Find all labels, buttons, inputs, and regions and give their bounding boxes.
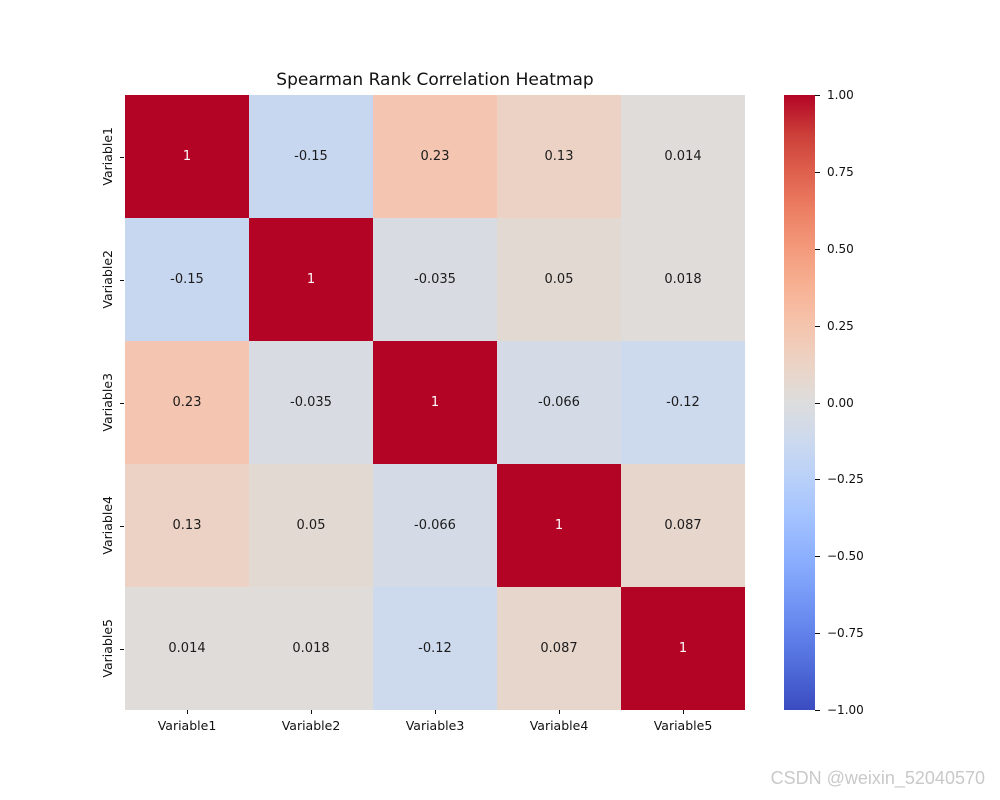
heatmap-cell: -0.066	[373, 464, 497, 587]
y-tick-mark	[120, 279, 124, 281]
x-tick-label: Variable1	[157, 718, 217, 733]
colorbar-tick-label: −1.00	[827, 703, 864, 717]
cell-value-label: 1	[554, 518, 564, 533]
heatmap-cell: 0.018	[249, 587, 373, 710]
heatmap-cell: -0.066	[497, 341, 621, 464]
heatmap-cell: 1	[249, 218, 373, 341]
x-tick-label: Variable3	[405, 718, 465, 733]
y-tick-label-text: Variable4	[99, 496, 115, 555]
cell-value-label: 1	[430, 395, 440, 410]
y-tick-label-text: Variable5	[99, 619, 115, 678]
y-tick-label: Variable2	[95, 218, 119, 341]
cell-value-label: 0.018	[292, 641, 330, 656]
colorbar-tick-label: −0.25	[827, 472, 864, 487]
y-tick-label: Variable1	[95, 95, 119, 218]
heatmap-cell: -0.15	[125, 218, 249, 341]
watermark-text: CSDN @weixin_52040570	[770, 768, 985, 788]
cell-value-label: 0.23	[172, 395, 202, 410]
cell-value-label: 0.13	[544, 149, 574, 164]
colorbar-tick-label: 0.00	[827, 395, 854, 410]
cell-value-label: -0.15	[294, 149, 328, 164]
colorbar-tick-label: −0.75	[827, 626, 864, 641]
cell-value-label: -0.035	[290, 395, 332, 410]
heatmap-cell: 1	[621, 587, 745, 710]
heatmap-cell: 0.087	[497, 587, 621, 710]
x-tick-label: Variable4	[529, 718, 589, 733]
chart-title: Spearman Rank Correlation Heatmap	[276, 70, 594, 90]
colorbar-tick-mark	[815, 95, 820, 96]
heatmap-grid: 1 -0.15 0.23 0.13 0.014 -0.15 1 -0.035 0.05 0.018…	[125, 95, 745, 710]
colorbar-tick-mark	[815, 171, 820, 173]
x-tick-mark	[311, 710, 312, 714]
cell-value-label: -0.066	[414, 518, 456, 533]
cell-value-label: -0.15	[170, 272, 204, 287]
cell-value-label: -0.035	[414, 272, 456, 287]
heatmap-cell: 0.05	[497, 218, 621, 341]
heatmap-cell: -0.035	[373, 218, 497, 341]
heatmap-cell: 0.014	[125, 587, 249, 710]
colorbar-tick-label: 0.50	[827, 241, 854, 256]
colorbar	[784, 95, 815, 710]
cell-value-label: -0.066	[538, 395, 580, 410]
y-tick-label: Variable3	[95, 341, 119, 464]
cell-value-label: 0.018	[664, 272, 702, 287]
x-tick-label: Variable2	[281, 718, 341, 733]
y-tick-label: Variable4	[95, 464, 119, 587]
y-tick-label-text: Variable3	[99, 373, 115, 432]
y-tick-mark	[120, 525, 124, 527]
colorbar-tick-mark	[815, 402, 820, 404]
cell-value-label: 0.13	[172, 518, 202, 533]
y-tick-label-text: Variable1	[99, 127, 115, 186]
x-tick-mark	[435, 710, 436, 714]
heatmap-cell: 0.05	[249, 464, 373, 587]
colorbar-tick-label: −0.50	[827, 549, 864, 564]
cell-value-label: -0.12	[418, 641, 452, 656]
colorbar-tick-mark	[815, 325, 820, 327]
colorbar-tick-label: 1.00	[827, 88, 854, 102]
cell-value-label: 0.087	[540, 641, 578, 656]
y-tick-label: Variable5	[95, 587, 119, 710]
y-tick-label-text: Variable2	[99, 250, 115, 309]
heatmap-cell: 0.13	[497, 95, 621, 218]
heatmap-cell: 0.014	[621, 95, 745, 218]
colorbar-tick-mark	[815, 710, 820, 711]
heatmap-cell: 1	[497, 464, 621, 587]
y-tick-mark	[120, 402, 124, 404]
colorbar-tick-mark	[815, 633, 820, 635]
heatmap-cell: -0.12	[621, 341, 745, 464]
y-tick-mark	[120, 648, 124, 650]
heatmap-cell: -0.035	[249, 341, 373, 464]
x-tick-label: Variable5	[653, 718, 713, 733]
heatmap-cell: -0.15	[249, 95, 373, 218]
x-tick-mark	[187, 710, 188, 714]
colorbar-tick-mark	[815, 556, 820, 558]
heatmap-cell: 0.087	[621, 464, 745, 587]
x-tick-mark	[559, 710, 560, 714]
cell-value-label: 1	[182, 149, 192, 164]
heatmap-cell: 0.018	[621, 218, 745, 341]
cell-value-label: 0.05	[296, 518, 326, 533]
y-tick-mark	[120, 156, 124, 158]
x-tick-mark	[683, 710, 684, 714]
heatmap-cell: 0.13	[125, 464, 249, 587]
cell-value-label: 0.014	[664, 149, 702, 164]
cell-value-label: 0.087	[664, 518, 702, 533]
cell-value-label: 0.05	[544, 272, 574, 287]
cell-value-label: 1	[306, 272, 316, 287]
heatmap-cell: 0.23	[125, 341, 249, 464]
heatmap-cell: -0.12	[373, 587, 497, 710]
cell-value-label: -0.12	[666, 395, 700, 410]
cell-value-label: 0.014	[168, 641, 206, 656]
heatmap-cell: 1	[373, 341, 497, 464]
heatmap-cell: 1	[125, 95, 249, 218]
colorbar-tick-label: 0.25	[827, 318, 854, 333]
colorbar-tick-mark	[815, 479, 820, 481]
colorbar-tick-mark	[815, 248, 820, 250]
cell-value-label: 1	[678, 641, 688, 656]
heatmap-cell: 0.23	[373, 95, 497, 218]
colorbar-tick-label: 0.75	[827, 164, 854, 179]
cell-value-label: 0.23	[420, 149, 450, 164]
